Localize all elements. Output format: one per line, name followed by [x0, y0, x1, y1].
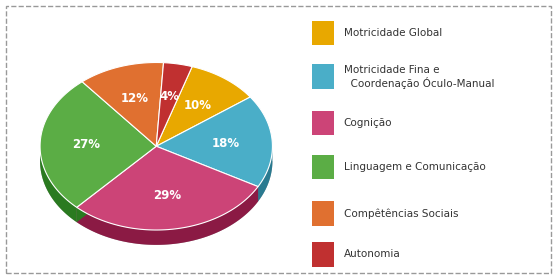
Text: Motricidade Fina e
  Coordenação Óculo-Manual: Motricidade Fina e Coordenação Óculo-Man…	[344, 65, 494, 89]
FancyBboxPatch shape	[312, 21, 334, 45]
Polygon shape	[76, 146, 258, 230]
FancyBboxPatch shape	[312, 242, 334, 267]
Text: 18%: 18%	[211, 137, 240, 150]
Text: 4%: 4%	[159, 90, 179, 104]
Text: Cognição: Cognição	[344, 118, 392, 128]
Text: 12%: 12%	[121, 92, 148, 105]
Polygon shape	[258, 146, 272, 201]
Polygon shape	[156, 146, 258, 201]
FancyBboxPatch shape	[312, 64, 334, 89]
Text: Compêtências Sociais: Compêtências Sociais	[344, 208, 458, 218]
Polygon shape	[40, 82, 156, 207]
FancyBboxPatch shape	[312, 155, 334, 179]
Polygon shape	[156, 146, 258, 201]
Polygon shape	[76, 146, 156, 222]
FancyBboxPatch shape	[312, 111, 334, 135]
Polygon shape	[82, 62, 163, 146]
Text: Linguagem e Comunicação: Linguagem e Comunicação	[344, 162, 485, 172]
Text: 29%: 29%	[153, 189, 181, 202]
Polygon shape	[156, 63, 192, 146]
Polygon shape	[40, 161, 272, 245]
Text: 27%: 27%	[73, 138, 100, 151]
Polygon shape	[40, 146, 76, 222]
Polygon shape	[76, 146, 156, 222]
Text: Motricidade Global: Motricidade Global	[344, 28, 442, 38]
Polygon shape	[156, 97, 272, 187]
Text: 10%: 10%	[183, 99, 211, 112]
Text: Autonomia: Autonomia	[344, 249, 401, 259]
Polygon shape	[76, 187, 258, 245]
FancyBboxPatch shape	[312, 201, 334, 226]
Polygon shape	[156, 67, 250, 146]
